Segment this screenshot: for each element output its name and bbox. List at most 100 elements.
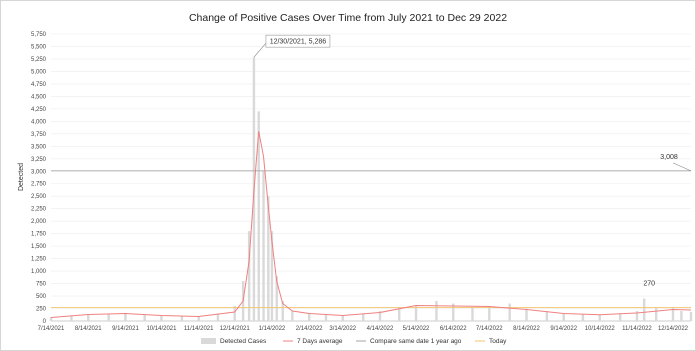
bar bbox=[654, 307, 658, 321]
x-tick-label: 12/14/2022 bbox=[658, 326, 689, 332]
y-tick-label: 5,500 bbox=[31, 44, 47, 50]
legend-label: Compare same date 1 year ago bbox=[370, 338, 462, 345]
bar bbox=[435, 301, 438, 321]
bar bbox=[233, 306, 236, 321]
bar bbox=[160, 316, 163, 321]
legend: Detected Cases 7 Days average Compare same… bbox=[201, 338, 507, 345]
y-tick-label: 500 bbox=[36, 294, 47, 300]
x-tick-label: 4/14/2022 bbox=[367, 326, 394, 332]
x-tick-label: 7/14/2022 bbox=[476, 326, 503, 332]
bar bbox=[180, 316, 184, 321]
legend-swatch bbox=[201, 338, 216, 344]
x-tick-label: 2/14/2022 bbox=[296, 326, 323, 332]
bar bbox=[197, 316, 200, 321]
bar bbox=[488, 306, 491, 321]
bar bbox=[689, 312, 693, 321]
y-tick-label: 4,500 bbox=[31, 94, 47, 100]
bar bbox=[87, 314, 90, 321]
y-tick-label: 1,250 bbox=[31, 257, 47, 263]
y-tick-label: 1,000 bbox=[31, 269, 47, 275]
y-tick-label: 2,000 bbox=[31, 219, 47, 225]
bar bbox=[618, 314, 622, 321]
bar bbox=[525, 308, 528, 321]
x-tick-label: 10/14/2021 bbox=[146, 326, 177, 332]
bar bbox=[107, 314, 110, 321]
y-tick-label: 5,750 bbox=[31, 32, 47, 38]
bar bbox=[49, 317, 53, 321]
x-tick-label: 9/14/2022 bbox=[550, 326, 577, 332]
annotations: 12/30/2021, 5,286 3,008 270 bbox=[253, 34, 692, 288]
callout-box bbox=[265, 34, 331, 48]
chart-title: Change of Positive Cases Over Time from … bbox=[189, 12, 507, 24]
y-tick-label: 3,500 bbox=[31, 144, 47, 150]
x-tick-label: 8/14/2022 bbox=[513, 326, 540, 332]
bar bbox=[291, 311, 294, 321]
legend-label: 7 Days average bbox=[297, 338, 343, 345]
x-tick-label: 9/14/2021 bbox=[112, 326, 139, 332]
y-tick-label: 5,250 bbox=[31, 57, 47, 63]
bar bbox=[562, 313, 565, 321]
average-line bbox=[50, 131, 692, 318]
bar bbox=[275, 276, 278, 321]
bar bbox=[680, 311, 683, 321]
y-tick-label: 1,500 bbox=[31, 244, 47, 250]
x-tick-label: 12/14/2021 bbox=[220, 326, 251, 332]
x-tick-label: 8/14/2021 bbox=[75, 326, 102, 332]
bar bbox=[307, 313, 311, 321]
y-tick-label: 250 bbox=[36, 307, 47, 313]
x-tick-label: 1/14/2022 bbox=[259, 326, 286, 332]
bar bbox=[545, 311, 549, 321]
peak-annotation: 12/30/2021, 5,286 bbox=[270, 39, 327, 46]
x-tick-label: 11/14/2021 bbox=[184, 326, 214, 332]
bar bbox=[70, 315, 73, 321]
reference-lines bbox=[51, 170, 691, 308]
y-axis-title: Detected bbox=[18, 163, 25, 191]
y-tick-label: 3,000 bbox=[31, 169, 47, 175]
bar bbox=[216, 313, 220, 321]
series-line-7-day-average bbox=[50, 131, 692, 318]
legend-label: Detected Cases bbox=[220, 338, 267, 345]
x-tick-label: 6/14/2022 bbox=[440, 326, 467, 332]
bar bbox=[378, 311, 382, 321]
y-tick-label: 5,000 bbox=[31, 69, 47, 75]
bar bbox=[581, 314, 585, 321]
x-tick-label: 5/14/2022 bbox=[403, 326, 430, 332]
bar bbox=[598, 315, 601, 321]
legend-label: Today bbox=[489, 338, 507, 345]
y-tick-label: 0 bbox=[43, 319, 47, 325]
bar bbox=[257, 111, 260, 321]
y-tick-label: 2,750 bbox=[31, 182, 47, 188]
bar bbox=[124, 313, 127, 321]
y-tick-label: 1,750 bbox=[31, 232, 47, 238]
bar bbox=[281, 301, 284, 321]
callout-leader bbox=[253, 42, 267, 58]
bars bbox=[49, 57, 693, 321]
bar bbox=[267, 196, 270, 321]
today-annotation: 270 bbox=[643, 281, 655, 288]
y-tick-label: 3,250 bbox=[31, 157, 47, 163]
y-tick-label: 4,250 bbox=[31, 107, 47, 113]
bar bbox=[452, 303, 455, 321]
y-tick-label: 2,500 bbox=[31, 194, 47, 200]
x-tick-label: 3/14/2022 bbox=[329, 326, 356, 332]
bar bbox=[642, 298, 646, 321]
y-tick-labels: 0 250 500 750 1,000 1,250 1,500 1,750 2,000 2,250… bbox=[31, 32, 47, 325]
bar bbox=[508, 303, 511, 321]
y-tick-label: 3,750 bbox=[31, 132, 47, 138]
x-tick-labels: 7/14/2021 8/14/2021 9/14/2021 10/14/2021 11/… bbox=[38, 326, 689, 332]
bar bbox=[471, 307, 474, 321]
bar bbox=[247, 231, 251, 321]
callout-leader bbox=[672, 162, 692, 172]
bar bbox=[635, 311, 639, 321]
x-tick-label: 10/14/2022 bbox=[585, 326, 616, 332]
bar bbox=[361, 313, 365, 321]
bar bbox=[262, 171, 265, 321]
bar bbox=[414, 306, 418, 321]
bar bbox=[324, 315, 328, 321]
x-tick-label: 7/14/2021 bbox=[38, 326, 65, 332]
y-tick-label: 4,750 bbox=[31, 82, 47, 88]
bar bbox=[398, 307, 401, 321]
grid bbox=[51, 33, 691, 322]
